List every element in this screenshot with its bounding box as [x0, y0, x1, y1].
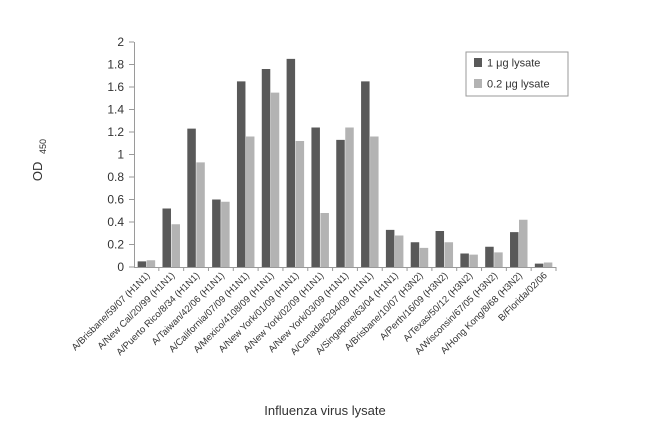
- bar-1ug-4: [236, 81, 246, 267]
- bar-1ug-7: [311, 127, 320, 267]
- bar-0-2ug-7: [320, 213, 329, 267]
- y-tick-label: 1.4: [107, 103, 124, 117]
- bar-1ug-14: [485, 246, 494, 267]
- bar-0-2ug-4: [245, 136, 255, 267]
- y-tick-label: 0.4: [107, 215, 124, 229]
- bar-0-2ug-3: [221, 201, 230, 267]
- bar-1ug-5: [261, 69, 271, 267]
- bar-0-2ug-12: [444, 242, 454, 267]
- bar-1ug-10: [385, 229, 395, 267]
- bar-0-2ug-0: [146, 260, 156, 267]
- y-axis-ticks: 0 0.2 0.4 0.6 0.8 1 1.2 1.4 1.6 1.8 2: [107, 35, 134, 274]
- bar-0-2ug-6: [295, 141, 305, 267]
- bar-1ug-9: [361, 81, 370, 267]
- bar-0-2ug-14: [494, 252, 503, 267]
- y-tick-label: 1.2: [107, 125, 124, 139]
- bars-group: [137, 58, 553, 267]
- bar-1ug-1: [162, 208, 171, 267]
- bar-1ug-11: [410, 242, 420, 267]
- y-tick-label: 0: [117, 260, 124, 274]
- legend-label-1ug: 1 μg lysate: [487, 58, 540, 70]
- bar-1ug-13: [460, 253, 469, 267]
- bar-1ug-0: [137, 261, 147, 267]
- bar-1ug-3: [212, 199, 221, 267]
- y-tick-label: 1: [117, 148, 124, 162]
- category-labels: A/Brisbane/59/07 (H1N1)A/New Cal/20/99 (…: [70, 267, 557, 358]
- x-axis-title: Influenza virus lysate: [264, 403, 385, 418]
- bar-1ug-8: [336, 139, 345, 267]
- y-tick-label: 1.6: [107, 80, 124, 94]
- bar-0-2ug-10: [394, 235, 404, 267]
- y-tick-label: 0.6: [107, 193, 124, 207]
- y-tick-label: 0.2: [107, 238, 124, 252]
- bar-1ug-12: [435, 231, 445, 267]
- legend: 1 μg lysate 0.2 μg lysate: [465, 51, 569, 97]
- y-tick-label: 1.8: [107, 58, 124, 72]
- bar-0-2ug-1: [171, 224, 180, 267]
- bar-1ug-16: [534, 263, 544, 267]
- bar-0-2ug-16: [543, 262, 553, 267]
- y-tick-label: 2: [117, 35, 124, 49]
- bar-1ug-6: [286, 58, 296, 267]
- legend-label-0-2ug: 0.2 μg lysate: [487, 79, 550, 91]
- bar-0-2ug-2: [196, 162, 205, 267]
- bar-0-2ug-9: [370, 136, 379, 267]
- bar-0-2ug-5: [270, 92, 280, 267]
- bar-0-2ug-8: [345, 127, 354, 267]
- legend-swatch-1ug: [474, 58, 482, 67]
- bar-0-2ug-15: [519, 219, 528, 267]
- bar-1ug-15: [510, 232, 519, 267]
- y-axis-title-subscript: 450: [38, 139, 48, 154]
- y-tick-label: 0.8: [107, 170, 124, 184]
- bar-0-2ug-11: [419, 247, 429, 267]
- legend-frame: [465, 51, 569, 97]
- y-axis-title: OD 450: [30, 139, 48, 181]
- bar-1ug-2: [187, 128, 196, 267]
- legend-swatch-0-2ug: [474, 79, 482, 88]
- y-axis-title-main: OD: [30, 162, 45, 182]
- bar-0-2ug-13: [469, 254, 478, 267]
